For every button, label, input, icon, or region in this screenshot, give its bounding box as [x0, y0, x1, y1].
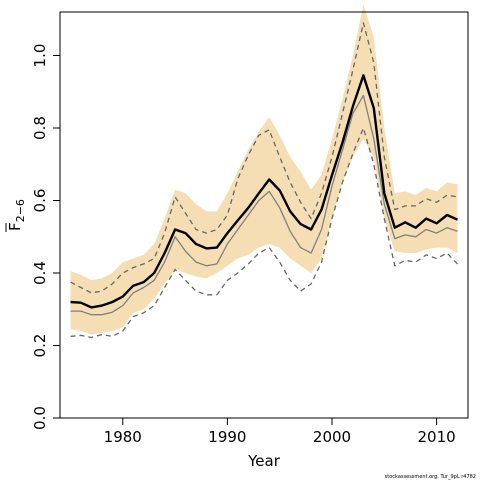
series-line-lower-dashed: [70, 127, 458, 339]
y-tick-label-0.2: 0.2: [31, 334, 49, 358]
plot-frame: [59, 11, 469, 419]
source-note: stockassessment.org, Tur_9pL r4782: [385, 474, 476, 480]
y-axis-title: F2−6: [6, 199, 27, 231]
y-tick-label-0.6: 0.6: [31, 189, 49, 213]
x-tick-label-2010: 2010: [418, 428, 456, 446]
y-axis: 0.0 0.2 0.4 0.6 0.8 1.0: [31, 44, 60, 430]
series-line-alt-estimate: [70, 94, 458, 316]
series-line-estimate: [70, 74, 458, 309]
y-tick-label-0.4: 0.4: [31, 261, 49, 285]
confidence-band: [70, 4, 458, 335]
plot-area: [70, 4, 458, 339]
series-line-upper-dashed: [70, 22, 458, 294]
y-tick-label-1.0: 1.0: [31, 44, 49, 68]
x-tick-label-1980: 1980: [104, 428, 142, 446]
y-axis-title-sub: 2−6: [14, 199, 27, 222]
y-tick-label-0.0: 0.0: [31, 406, 49, 430]
x-axis-title: Year: [247, 452, 281, 470]
x-axis: 1980 1990 2000 2010: [104, 418, 456, 446]
y-axis-title-main: F: [6, 222, 24, 231]
x-tick-label-2000: 2000: [313, 428, 351, 446]
y-tick-label-0.8: 0.8: [31, 116, 49, 140]
x-tick-label-1990: 1990: [208, 428, 246, 446]
